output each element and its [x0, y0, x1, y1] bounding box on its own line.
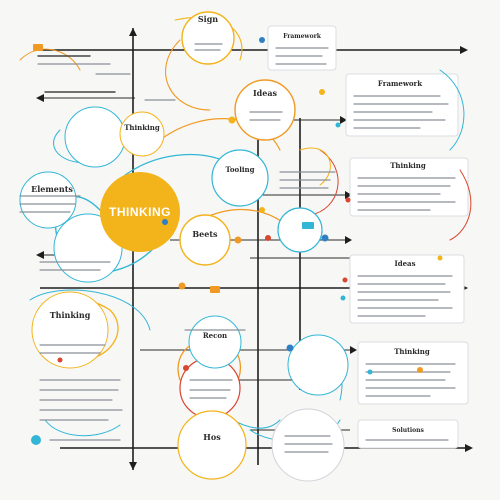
- label-bottom-node: Hos: [203, 432, 221, 442]
- node-lower-label: [188, 315, 242, 369]
- label-panel-5: Solutions: [392, 427, 424, 434]
- node-left-label: [119, 111, 165, 157]
- label-panel-3: Ideas: [394, 259, 415, 268]
- label-right-node: Tooling: [225, 165, 254, 174]
- node-lower-right: [287, 334, 349, 396]
- center-label: THINKING: [109, 205, 171, 219]
- panel-3: [349, 254, 465, 324]
- node-right: [211, 149, 269, 207]
- node-bottom-right: [271, 408, 345, 482]
- marker-dots: [31, 37, 443, 445]
- node-upper-mid: [234, 79, 296, 141]
- node-left-cluster: [19, 171, 77, 229]
- label-bubble-top-left: Thinking: [124, 123, 160, 132]
- node-circles: [19, 11, 349, 482]
- node-top: [181, 11, 235, 65]
- node-left-upper: [64, 106, 126, 168]
- label-panel-4: Thinking: [394, 347, 430, 356]
- label-mid-node: Beets: [192, 229, 218, 239]
- node-bottom: [177, 410, 247, 480]
- panel-5: [357, 419, 459, 449]
- center-node: [100, 172, 180, 252]
- label-panel-6: Framework: [283, 33, 322, 40]
- label-top-node: Sign: [198, 14, 218, 24]
- label-left-cluster: Elements: [31, 184, 73, 194]
- scribble-text: [19, 43, 456, 453]
- node-mid-right: [277, 207, 323, 253]
- label-left-lower: Thinking: [50, 310, 91, 320]
- node-labels: Sign Ideas Thinking Elements Beets Tooli…: [31, 14, 430, 442]
- label-panel-2: Thinking: [390, 161, 426, 170]
- node-mid: [179, 214, 231, 266]
- label-panel-1: Framework: [378, 79, 422, 88]
- node-left-lower: [31, 291, 109, 369]
- label-upper-mid: Ideas: [253, 88, 278, 98]
- label-mid-lower: Recon: [203, 331, 227, 340]
